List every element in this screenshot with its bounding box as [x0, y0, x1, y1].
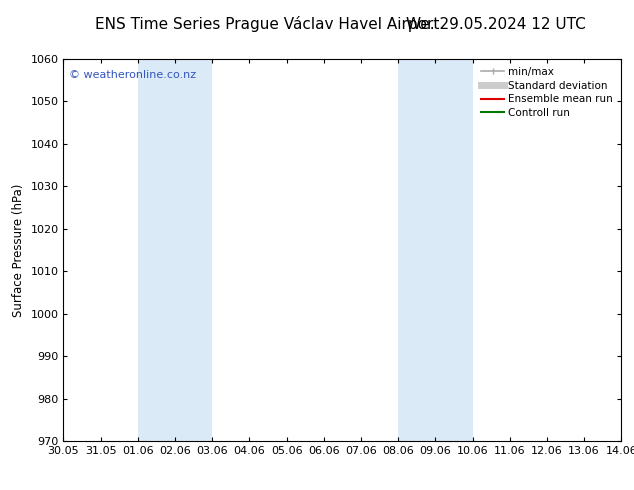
Text: © weatheronline.co.nz: © weatheronline.co.nz [69, 70, 196, 80]
Y-axis label: Surface Pressure (hPa): Surface Pressure (hPa) [12, 183, 25, 317]
Legend: min/max, Standard deviation, Ensemble mean run, Controll run: min/max, Standard deviation, Ensemble me… [478, 64, 616, 121]
Text: ENS Time Series Prague Václav Havel Airport: ENS Time Series Prague Václav Havel Airp… [95, 16, 440, 32]
Text: We. 29.05.2024 12 UTC: We. 29.05.2024 12 UTC [406, 17, 586, 32]
Bar [398, 59, 472, 441]
Bar [138, 59, 212, 441]
